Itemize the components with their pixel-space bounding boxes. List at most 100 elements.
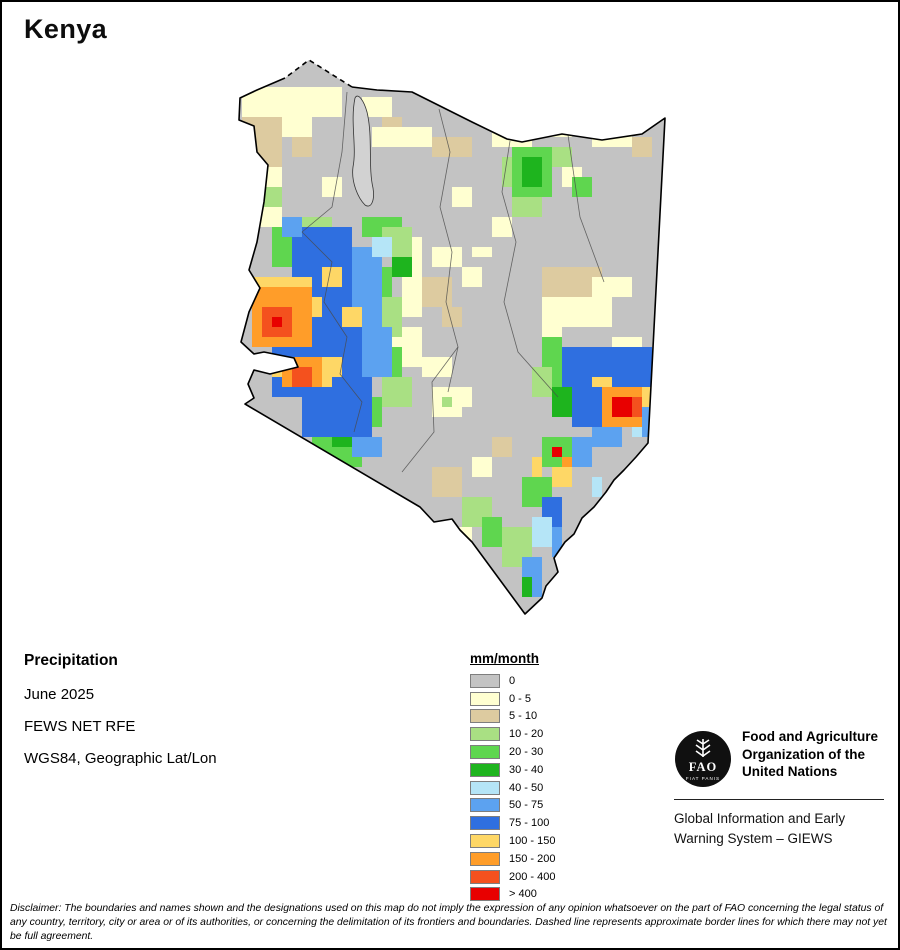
precip-cell [362,327,392,377]
legend-entry: 100 - 150 [470,832,555,850]
precip-cell [462,267,482,287]
admin-boundary [567,134,605,283]
org-name-line: United Nations [742,764,838,779]
legend-swatch [470,709,500,724]
legend-label: 150 - 200 [509,852,556,865]
precip-cell [522,577,532,597]
legend-entry: 0 [470,672,555,690]
precip-cell [492,127,532,147]
legend-entry: 10 - 20 [470,725,555,743]
disclaimer: Disclaimer: The boundaries and names sho… [10,903,887,943]
precip-cell [542,297,562,337]
precip-cell [632,397,642,417]
precip-cell [472,247,492,257]
precip-cell [532,517,552,547]
legend-label: 0 [509,674,516,687]
info-source: FEWS NET RFE [24,718,136,735]
map-info-block: Precipitation June 2025 FEWS NET RFE WGS… [24,652,217,782]
precip-cell [592,477,602,497]
legend-entry: 40 - 50 [470,779,555,797]
legend-swatch [470,727,500,742]
legend-entry: 20 - 30 [470,743,555,761]
precip-cell [432,137,472,157]
legend-entry: 30 - 40 [470,761,555,779]
precip-cell [322,357,342,377]
legend-swatch [470,816,500,831]
precip-cell [542,117,572,137]
precip-cell [292,137,312,157]
precip-cell [322,177,342,197]
precip-cell [522,157,542,187]
info-projection: WGS84, Geographic Lat/Lon [24,750,217,767]
admin-boundary [339,373,363,433]
precip-cell [572,437,592,467]
precip-cell [372,237,392,257]
attribution-divider [674,798,884,800]
precip-cell [562,297,612,327]
legend-entry: 75 - 100 [470,814,555,832]
precip-cell [242,117,282,167]
precip-cell [452,187,472,207]
precip-cell [322,267,342,287]
precip-cell [252,277,312,287]
precip-cell [562,457,572,467]
precip-cell [572,177,592,197]
org-name: Food and Agriculture Organization of the… [742,728,884,781]
fao-logo-disc [675,731,731,787]
precip-cell [552,467,572,487]
precip-cell [362,97,392,117]
legend-swatch [470,762,500,777]
precip-cell [532,457,542,477]
precip-cell [452,527,472,547]
precip-cell [442,397,452,407]
lake-turkana [352,95,374,207]
precip-cell [592,427,622,447]
precip-cell [592,277,632,297]
precip-cell [532,367,552,397]
legend-entry: 150 - 200 [470,850,555,868]
fao-motto-text: FIAT PANIS [686,776,720,781]
legend-swatch [470,745,500,760]
admin-boundary [301,231,348,375]
legend-swatch [470,691,500,706]
fao-logo: FAO FIAT PANIS [675,731,731,787]
legend-label: 30 - 40 [509,763,544,776]
precip-cell [492,217,512,237]
legend-label: 5 - 10 [509,710,538,723]
precip-cell [422,357,452,377]
legend-entry: > 400 [470,886,555,904]
legend-entries: 0 0 - 5 5 - 10 10 - 20 20 - 30 30 - 40 40 - 50… [470,672,555,903]
precip-cell [472,457,492,477]
precip-cell [402,277,422,317]
precip-cell [492,437,512,457]
precip-cell [502,157,512,187]
legend-label: 100 - 150 [509,835,556,848]
wheat-ear-icon [695,739,711,757]
fao-logo-text: FAO [689,760,717,774]
legend-entry: 5 - 10 [470,708,555,726]
precip-cell [552,447,562,457]
legend-entry: 0 - 5 [470,690,555,708]
precip-cell [572,387,602,427]
precip-cell [302,397,372,437]
page-title: Kenya [24,14,108,44]
precip-cell [292,217,332,227]
legend-label: 40 - 50 [509,781,544,794]
info-date: June 2025 [24,686,95,703]
legend-entry: 50 - 75 [470,797,555,815]
precip-cell [392,257,412,277]
legend-swatch [470,780,500,795]
precip-cell [482,517,502,547]
precip-cell [432,247,462,267]
precip-cell [292,367,312,387]
precip-cell [382,377,412,407]
precip-cell [642,387,652,407]
precip-cell [272,317,282,327]
legend-title: mm/month [470,651,539,666]
giews-label: Global Information and Early Warning Sys… [674,809,884,849]
precip-cell [272,357,282,377]
legend: mm/month 0 0 - 5 5 - 10 10 - 20 20 - 30 30 - … [470,651,555,903]
legend-label: 20 - 30 [509,746,544,759]
legend-label: 200 - 400 [509,870,556,883]
